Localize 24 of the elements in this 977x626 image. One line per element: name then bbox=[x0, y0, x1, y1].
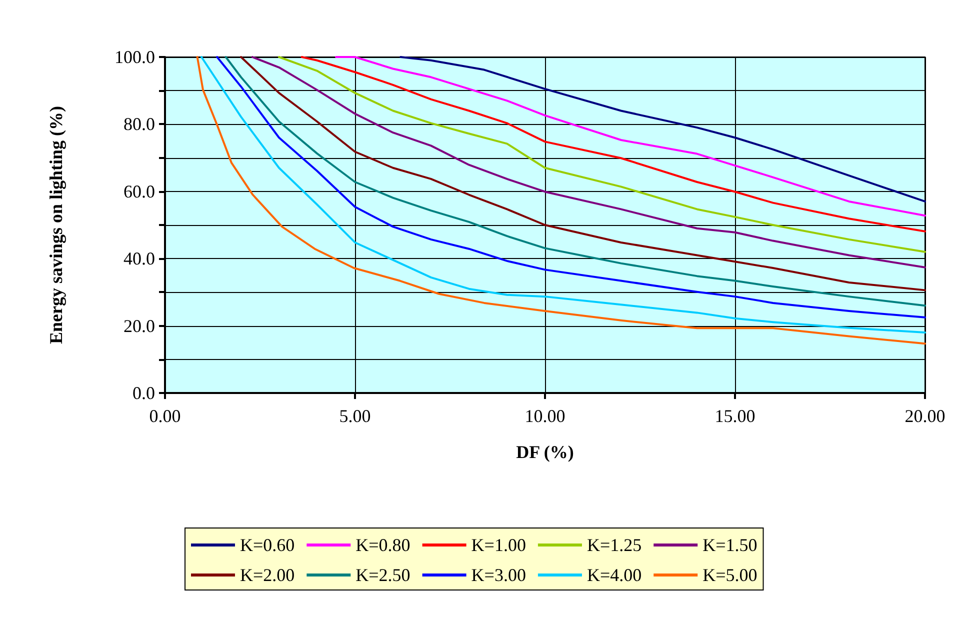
legend-label: K=1.00 bbox=[471, 535, 526, 555]
y-tick-label: 100.0 bbox=[114, 47, 155, 67]
legend-label: K=5.00 bbox=[702, 565, 758, 585]
y-tick-label: 60.0 bbox=[124, 181, 155, 202]
y-tick-label: 20.0 bbox=[124, 316, 155, 336]
legend-label: K=1.50 bbox=[702, 535, 758, 555]
legend-label: K=4.00 bbox=[586, 565, 642, 585]
y-tick-label: 40.0 bbox=[124, 248, 155, 269]
y-axis-title: Energy savings on lighting (%) bbox=[46, 106, 66, 344]
y-tick-label: 80.0 bbox=[124, 114, 155, 134]
x-tick-label: 15.00 bbox=[714, 406, 756, 426]
legend-label: K=1.25 bbox=[586, 535, 642, 555]
legend-label: K=2.50 bbox=[356, 565, 410, 585]
x-tick-label: 0.00 bbox=[149, 406, 181, 426]
legend-label: K=0.80 bbox=[356, 535, 410, 555]
x-tick-label: 20.00 bbox=[904, 406, 946, 426]
y-tick-label: 0.0 bbox=[132, 383, 155, 403]
legend-label: K=2.00 bbox=[240, 565, 295, 585]
x-tick-label: 5.00 bbox=[339, 406, 371, 426]
legend-label: K=3.00 bbox=[471, 565, 526, 585]
legend-label: K=0.60 bbox=[240, 535, 295, 555]
line-series bbox=[400, 56, 926, 202]
x-axis-title: DF (%) bbox=[516, 442, 574, 462]
x-tick-label: 10.00 bbox=[524, 406, 566, 426]
